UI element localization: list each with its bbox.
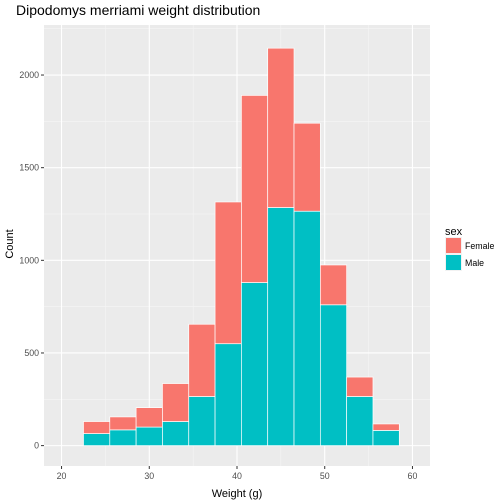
- legend: sex Female Male: [445, 226, 494, 271]
- x-tick-label: 30: [144, 471, 154, 481]
- bar-female: [294, 123, 320, 211]
- x-tick-label: 20: [57, 471, 67, 481]
- y-tick-label: 1000: [19, 255, 39, 265]
- legend-label-male: Male: [465, 258, 484, 268]
- y-tick-label: 0: [34, 441, 39, 451]
- bar-male: [189, 397, 215, 446]
- x-axis-title: Weight (g): [212, 488, 263, 500]
- x-tick-label: 50: [320, 471, 330, 481]
- legend-key-male: [446, 255, 461, 270]
- bar-female: [320, 265, 346, 305]
- bar-male: [268, 208, 294, 446]
- bar-male: [110, 430, 136, 446]
- legend-label-female: Female: [465, 241, 494, 251]
- bar-female: [373, 424, 399, 430]
- bar-female: [110, 417, 136, 430]
- bar-female: [162, 384, 188, 422]
- bar-male: [136, 427, 162, 446]
- x-tick-label: 40: [232, 471, 242, 481]
- bar-male: [83, 434, 109, 446]
- y-axis-title: Count: [4, 229, 16, 258]
- legend-title: sex: [445, 226, 463, 238]
- bar-female: [83, 422, 109, 434]
- bar-male: [215, 344, 241, 446]
- bar-female: [136, 408, 162, 427]
- bar-male: [241, 283, 267, 446]
- x-axis: 20 30 40 50 60: [57, 466, 418, 481]
- y-tick-label: 500: [24, 348, 39, 358]
- bar-female: [347, 377, 373, 396]
- bar-female: [268, 48, 294, 207]
- bar-male: [294, 211, 320, 445]
- bar-male: [347, 397, 373, 446]
- y-tick-label: 2000: [19, 70, 39, 80]
- y-axis: 0 500 1000 1500 2000: [19, 70, 44, 451]
- bar-male: [373, 430, 399, 445]
- bar-male: [320, 305, 346, 446]
- x-tick-label: 60: [408, 471, 418, 481]
- legend-key-female: [446, 238, 461, 253]
- bar-female: [189, 324, 215, 396]
- bar-female: [215, 202, 241, 344]
- bar-male: [162, 422, 188, 446]
- bar-female: [241, 95, 267, 282]
- chart-title: Dipodomys merriami weight distribution: [16, 2, 260, 18]
- y-tick-label: 1500: [19, 163, 39, 173]
